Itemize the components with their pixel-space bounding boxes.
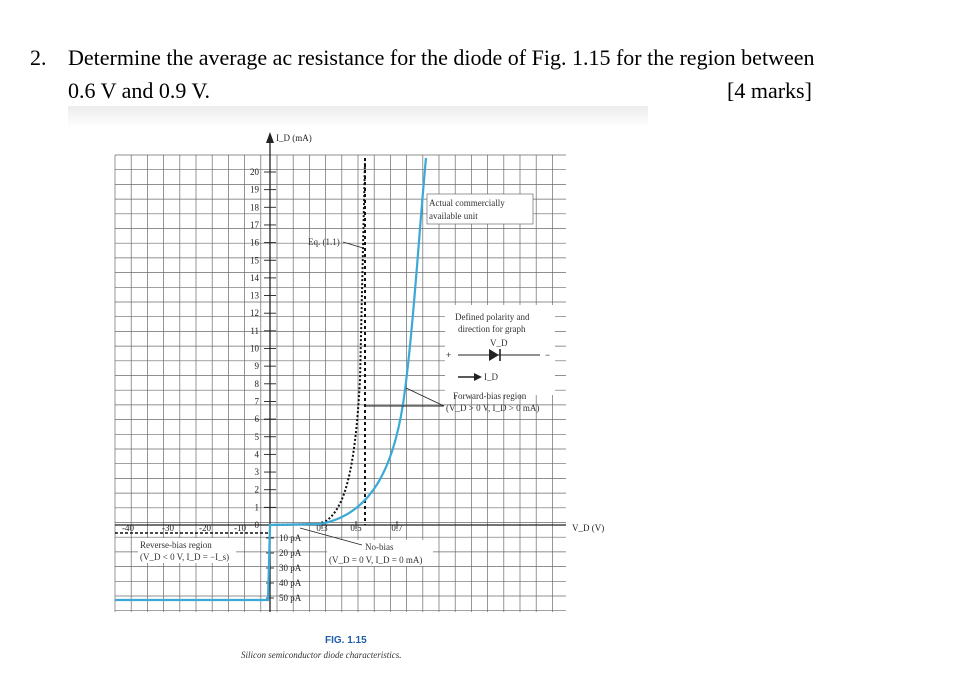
no-bias-pointer xyxy=(299,527,363,546)
y-tick-label: 10 xyxy=(250,344,260,354)
y-tick-label: 14 xyxy=(250,273,260,283)
forward-pointer-diagonal xyxy=(405,387,445,407)
polarity-id-label: I_D xyxy=(484,372,498,382)
neg-tick-label: 30 pA xyxy=(279,563,302,573)
neg-tick-label: 20 pA xyxy=(279,548,302,558)
y-tick-label: 8 xyxy=(255,379,260,389)
y-tick-label: 12 xyxy=(250,308,259,318)
actual-unit-label-line2: available unit xyxy=(429,211,478,221)
y-tick-label: 7 xyxy=(255,396,260,406)
y-tick-label: 17 xyxy=(250,220,260,230)
x-tick-label: 0.3 xyxy=(316,523,328,533)
current-arrow-icon xyxy=(474,373,482,381)
y-tick-label: 11 xyxy=(250,326,259,336)
y-tick-label: 3 xyxy=(255,467,260,477)
y-tick-label: 0 xyxy=(255,520,260,530)
question-marks: [4 marks] xyxy=(727,78,812,103)
x-tick-label: 0.5 xyxy=(350,523,362,533)
polarity-minus: − xyxy=(545,350,550,360)
diode-symbol-icon xyxy=(489,349,499,361)
eq-label: Eq. (1.1) xyxy=(308,237,340,247)
reverse-bias-label-line2: (V_D < 0 V, I_D = −I_s) xyxy=(140,552,229,562)
actual-unit-label-line1: Actual commercially xyxy=(429,198,505,208)
no-bias-label-box xyxy=(327,540,433,566)
x-tick-label: -40 xyxy=(122,523,134,533)
y-tick-label: 4 xyxy=(255,449,260,459)
question-text-line2: 0.6 V and 0.9 V. xyxy=(68,78,211,103)
neg-tick-label: 40 pA xyxy=(279,578,302,588)
forward-bias-label-line1: Forward-bias region xyxy=(453,391,527,401)
x-tick-label: -10 xyxy=(234,523,246,533)
polarity-label-line1: Defined polarity and xyxy=(455,312,530,322)
actual-diode-curve xyxy=(115,157,428,602)
no-bias-label-line2: (V_D = 0 V, I_D = 0 mA) xyxy=(329,555,422,565)
no-bias-label-line1: No-bias xyxy=(365,542,394,552)
y-tick-label: 9 xyxy=(255,361,260,371)
y-axis-label: I_D (mA) xyxy=(276,133,312,143)
x-tick-label: -30 xyxy=(162,523,174,533)
y-tick-label: 2 xyxy=(255,485,260,495)
question-number: 2. xyxy=(30,45,47,70)
negative-current-tick-labels: 10 pA 20 pA 30 pA 40 pA 50 pA xyxy=(266,533,302,603)
neg-tick-label: 10 pA xyxy=(279,533,302,543)
forward-bias-label-line2: (V_D > 0 V, I_D > 0 mA) xyxy=(446,403,539,413)
y-tick-label: 16 xyxy=(250,238,260,248)
reverse-bias-label-box xyxy=(138,538,236,563)
eq-pointer-line xyxy=(342,241,364,249)
x-axis-label: V_D (V) xyxy=(572,523,604,533)
y-tick-label: 5 xyxy=(255,432,260,442)
figure-caption: FIG. 1.15 xyxy=(325,635,367,646)
y-tick-label: 18 xyxy=(250,202,260,212)
figure-subcaption: Silicon semiconductor diode characterist… xyxy=(241,650,401,660)
y-tick-label: 6 xyxy=(255,414,260,424)
figure-top-shadow xyxy=(68,106,648,128)
question-text-line1: Determine the average ac resistance for … xyxy=(68,45,815,70)
y-axis-arrow-icon xyxy=(266,132,274,143)
x-tick-label: -20 xyxy=(199,523,211,533)
polarity-vd-label: V_D xyxy=(490,338,508,348)
y-tick-label: 20 xyxy=(250,167,260,177)
polarity-plus: + xyxy=(446,350,451,360)
polarity-label-line2: direction for graph xyxy=(458,324,526,334)
x-tick-label: 0.7 xyxy=(391,523,403,533)
neg-tick-label: 50 pA xyxy=(279,593,302,603)
y-tick-label: 19 xyxy=(250,185,260,195)
eq-1-1-curve xyxy=(269,159,366,526)
y-tick-label: 1 xyxy=(255,502,260,512)
y-tick-label: 15 xyxy=(250,255,260,265)
y-tick-label: 13 xyxy=(250,291,260,301)
actual-unit-label-box xyxy=(426,193,534,225)
reverse-bias-label-line1: Reverse-bias region xyxy=(140,540,212,550)
